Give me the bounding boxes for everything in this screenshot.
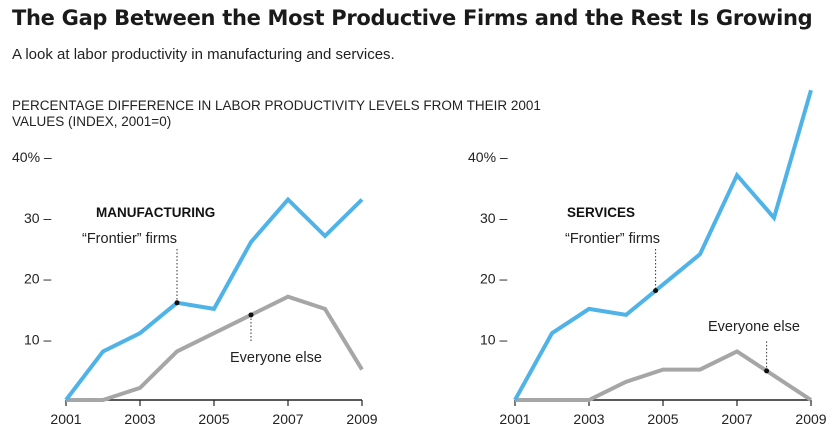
y-tick-label: 20 – [480, 271, 507, 287]
y-tick-label: 30 – [480, 210, 507, 226]
panel-title: SERVICES [567, 205, 635, 220]
x-tick-label: 2009 [346, 411, 377, 427]
y-tick-label: 40% – [12, 149, 52, 165]
series-line-frontier [513, 89, 813, 401]
x-tick-label: 2007 [272, 411, 303, 427]
series-line-rest [66, 294, 364, 402]
annotation-dot [248, 312, 254, 318]
x-tick-label: 2001 [499, 411, 530, 427]
y-tick-label: 40% – [468, 149, 508, 165]
chart-subtitle: A look at labor productivity in manufact… [12, 46, 395, 63]
chart-panel-manufacturing: 2001 2003 2005 2007 2009 40% – 30 – 20 – 10 – MAN… [12, 149, 378, 427]
series-line-frontier [64, 196, 364, 402]
chart-panel-services: 2001 2003 2005 2007 2009 40% – 30 – 20 – 10 – SER… [468, 89, 827, 427]
x-tick-label: 2001 [50, 411, 81, 427]
annotation-label: “Frontier” firms [82, 231, 177, 247]
y-axis-description: PERCENTAGE DIFFERENCE IN LABOR PRODUCTIV… [12, 98, 541, 129]
annotation-dot [174, 300, 180, 306]
x-tick-label: 2007 [721, 411, 752, 427]
y-tick-label: 10 – [24, 331, 51, 347]
series-line-rest [515, 349, 813, 402]
y-tick-label: 20 – [24, 271, 51, 287]
y-tick-label: 10 – [480, 331, 507, 347]
annotation-dot [653, 288, 659, 294]
chart-title: The Gap Between the Most Productive Firm… [12, 6, 813, 30]
y-tick-label: 30 – [24, 210, 51, 226]
annotation-label: “Frontier” firms [565, 231, 660, 247]
x-tick-label: 2009 [795, 411, 826, 427]
annotation-label: Everyone else [708, 319, 800, 335]
x-tick-label: 2005 [647, 411, 678, 427]
x-tick-label: 2005 [198, 411, 229, 427]
panel-title: MANUFACTURING [96, 205, 215, 220]
x-tick-label: 2003 [124, 411, 155, 427]
annotation-label: Everyone else [230, 350, 322, 366]
annotation-dot [764, 368, 770, 374]
x-tick-label: 2003 [573, 411, 604, 427]
